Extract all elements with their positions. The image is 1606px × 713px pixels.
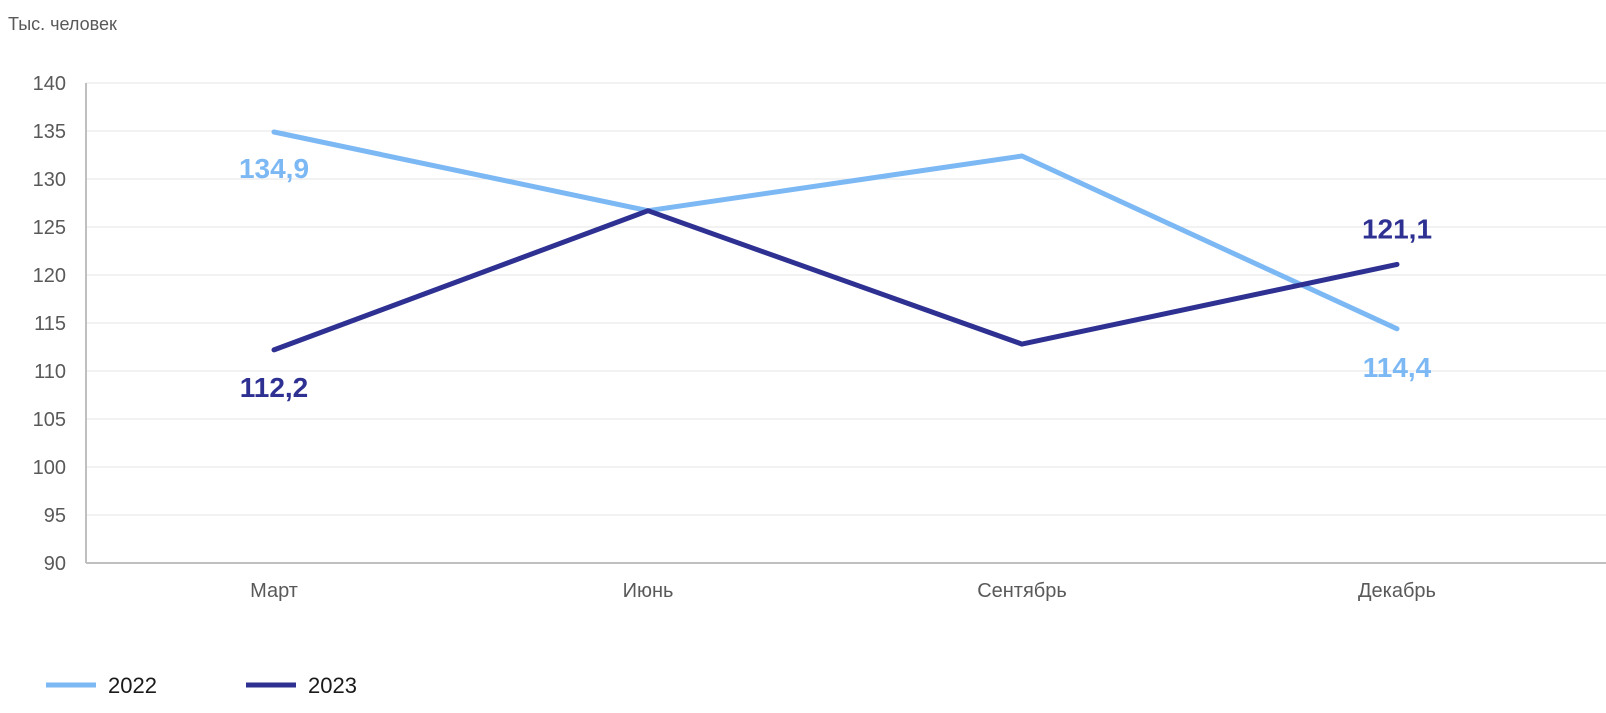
y-tick-label-135: 135 xyxy=(33,121,66,143)
series-line-2023 xyxy=(271,208,1400,353)
legend-label-2022: 2022 xyxy=(108,673,157,698)
legend-label-2023: 2023 xyxy=(308,673,357,698)
x-tick-label-1: Март xyxy=(250,580,298,602)
series-line-2022 xyxy=(271,129,1400,332)
unit-label: Тыс. человек xyxy=(8,14,117,34)
y-tick-label-100: 100 xyxy=(33,457,66,479)
x-tick-label-2: Июнь xyxy=(623,580,674,602)
y-tick-label-105: 105 xyxy=(33,409,66,431)
y-tick-label-125: 125 xyxy=(33,217,66,239)
y-axis-ticks: 90 95 100 105 110 115 120 125 130 135 140 xyxy=(33,73,66,575)
gridlines xyxy=(86,82,1606,516)
axes xyxy=(85,83,1606,564)
y-tick-label-115: 115 xyxy=(34,313,66,335)
data-label-2022-1: 134,9 xyxy=(239,153,309,184)
data-label-2023-4: 121,1 xyxy=(1362,213,1432,244)
data-label-2023-1: 112,2 xyxy=(240,372,309,403)
series-lines xyxy=(271,129,1400,353)
x-axis-ticks: Март Июнь Сентябрь Декабрь xyxy=(250,580,1436,602)
y-tick-label-110: 110 xyxy=(34,361,66,383)
data-label-2022-4: 114,4 xyxy=(1363,352,1432,383)
y-tick-label-90: 90 xyxy=(44,553,66,575)
x-tick-label-3: Сентябрь xyxy=(977,580,1067,602)
legend: 2022 2023 xyxy=(46,673,357,698)
y-tick-label-130: 130 xyxy=(33,169,66,191)
x-tick-label-4: Декабрь xyxy=(1358,580,1436,602)
y-tick-label-120: 120 xyxy=(33,265,66,287)
y-tick-label-140: 140 xyxy=(33,73,66,95)
y-tick-label-95: 95 xyxy=(44,505,66,527)
data-labels: 134,9 114,4 112,2 121,1 xyxy=(239,153,1432,403)
